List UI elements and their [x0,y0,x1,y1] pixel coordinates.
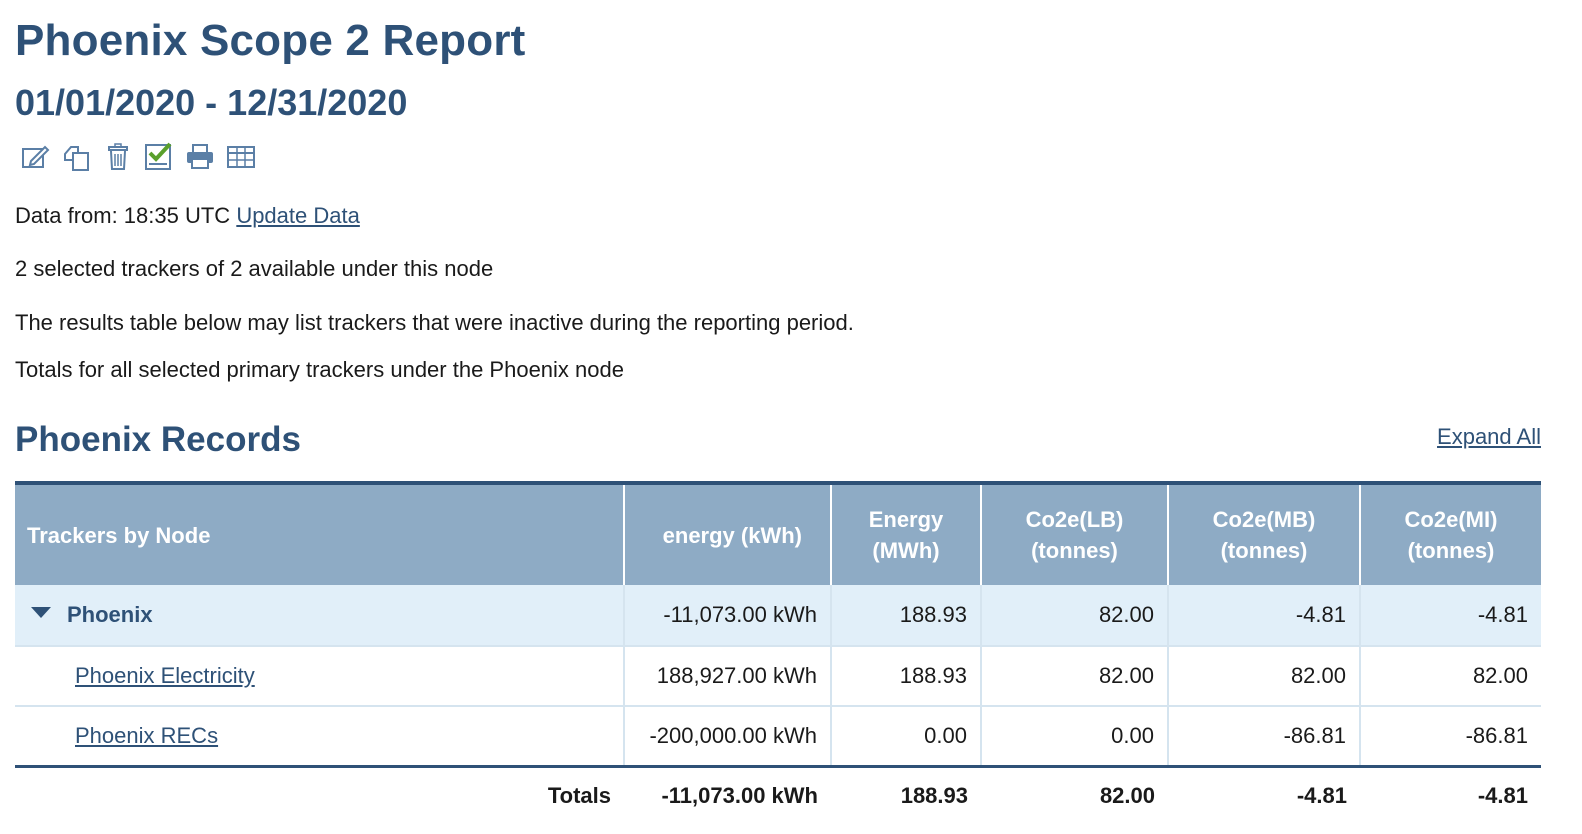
checklist-icon[interactable] [144,142,174,172]
node-co2e-mi: -4.81 [1359,585,1541,647]
totals-energy-kwh: -11,073.00 kWh [624,765,831,824]
trackers-selected-text: 2 selected trackers of 2 available under… [15,256,494,281]
tracker-link-phoenix-recs[interactable]: Phoenix RECs [75,723,219,748]
row-co2e-mi: -86.81 [1359,706,1541,768]
trash-icon[interactable] [103,142,133,172]
node-energy-kwh: -11,073.00 kWh [623,585,831,647]
report-toolbar [21,141,267,173]
node-energy-mwh: 188.93 [830,585,981,647]
expand-all-link[interactable]: Expand All [1437,424,1541,449]
col-header-co2e-mi[interactable]: Co2e(MI) (tonnes) [1359,483,1541,585]
row-energy-kwh: 188,927.00 kWh [623,646,831,707]
copy-icon[interactable] [62,142,92,172]
table-row: Phoenix RECs -200,000.00 kWh 0.00 0.00 -… [15,706,1541,768]
table-row: Phoenix Electricity 188,927.00 kWh 188.9… [15,646,1541,707]
table-icon[interactable] [226,142,256,172]
update-data-link[interactable]: Update Data [236,203,360,228]
col-header-energy-kwh[interactable]: energy (kWh) [623,483,831,585]
col-header-trackers[interactable]: Trackers by Node [27,522,211,548]
table-header-row: Trackers by Node energy (kWh) Energy (MWh… [15,483,1541,585]
totals-label: Totals [15,765,624,824]
print-icon[interactable] [185,142,215,172]
col-header-co2e-mb[interactable]: Co2e(MB) (tonnes) [1167,483,1360,585]
row-energy-mwh: 188.93 [830,646,981,707]
totals-row: Totals -11,073.00 kWh 188.93 82.00 -4.81… [15,765,1541,824]
data-from-label: Data from: 18:35 UTC [15,203,231,228]
tracker-link-phoenix-electricity[interactable]: Phoenix Electricity [75,663,255,688]
row-co2e-lb: 82.00 [980,646,1168,707]
records-title: Phoenix Records [15,420,301,459]
totals-note: Totals for all selected primary trackers… [15,357,624,382]
row-energy-kwh: -200,000.00 kWh [623,706,831,768]
col-header-energy-mwh[interactable]: Energy (MWh) [830,483,981,585]
totals-co2e-lb: 82.00 [981,765,1168,824]
tracker-name-cell: Phoenix Electricity [15,646,624,707]
edit-icon[interactable] [21,142,51,172]
row-co2e-mb: 82.00 [1167,646,1360,707]
row-energy-mwh: 0.00 [830,706,981,768]
node-co2e-lb: 82.00 [980,585,1168,647]
totals-co2e-mi: -4.81 [1360,765,1541,824]
report-date-range: 01/01/2020 - 12/31/2020 [15,82,408,123]
caret-down-icon[interactable] [31,607,51,618]
totals-energy-mwh: 188.93 [831,765,981,824]
row-co2e-mi: 82.00 [1359,646,1541,707]
row-co2e-lb: 0.00 [980,706,1168,768]
node-co2e-mb: -4.81 [1167,585,1360,647]
inactive-note: The results table below may list tracker… [15,310,854,335]
totals-co2e-mb: -4.81 [1168,765,1360,824]
node-row-phoenix: Phoenix -11,073.00 kWh 188.93 82.00 -4.8… [15,585,1541,647]
row-co2e-mb: -86.81 [1167,706,1360,768]
data-from-line: Data from: 18:35 UTC Update Data [15,203,360,229]
col-header-co2e-lb[interactable]: Co2e(LB) (tonnes) [980,483,1168,585]
tracker-name-cell: Phoenix RECs [15,706,624,768]
node-name-cell: Phoenix [15,585,624,647]
records-table: Trackers by Node energy (kWh) Energy (MWh… [15,481,1541,824]
page-title: Phoenix Scope 2 Report [15,16,526,65]
